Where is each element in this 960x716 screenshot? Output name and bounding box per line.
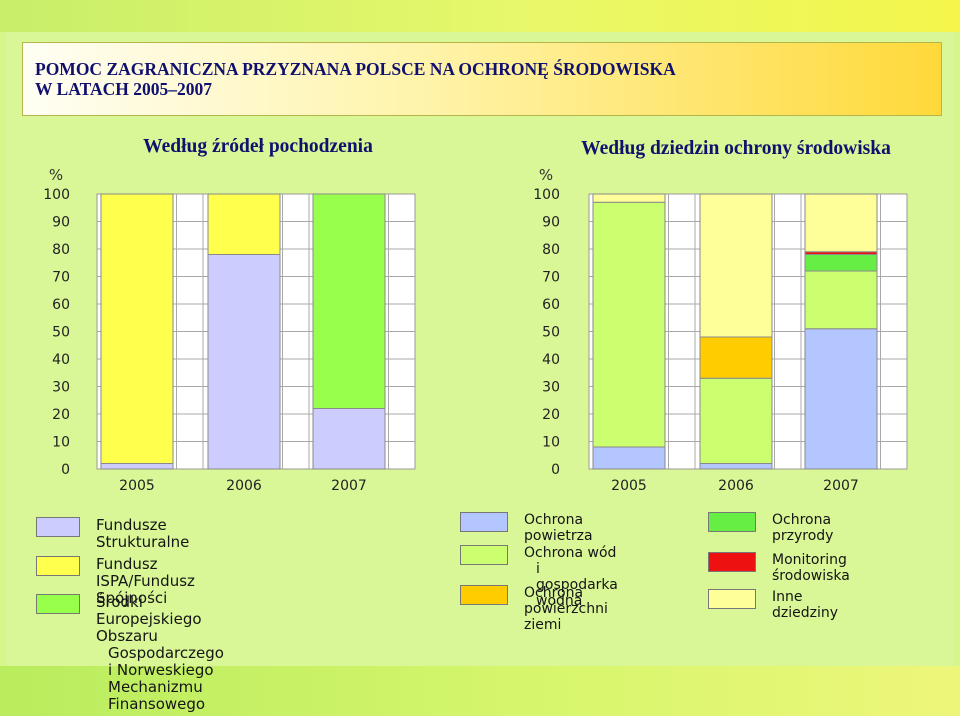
legend-swatch [460,545,508,565]
chart2-bar-2007-ochrona-wod-i-gospodarka-wodna [804,270,878,330]
chart1-bar-2007-srodki-europejskiego-obszaru-gospodarczego-i-norweskiego-mechanizmu-finansowego [312,193,386,409]
chart2-ytick-label: 50 [542,325,560,341]
chart1-xtick-2006: 2006 [226,478,262,494]
title-box: POMOC ZAGRANICZNA PRZYZNANA POLSCE NA OC… [22,42,942,116]
legend-item-fundusze-strukturalne: Fundusze Strukturalne [36,517,189,551]
chart1-xtick-2005: 2005 [119,478,155,494]
legend-label: Fundusze Strukturalne [96,516,190,551]
legend-label: Ochrona powietrza [524,512,593,544]
chart2-bar-2007-inne-dziedziny [804,193,878,253]
chart2-ytick-label: 0 [551,462,560,478]
legend-swatch [708,589,756,609]
chart1-ytick-label: 40 [52,352,70,368]
title-line-2: W LATACH 2005–2007 [35,79,212,99]
chart2-ytick-label: 60 [542,297,560,313]
legend-swatch [36,517,80,537]
chart1-bar-2006-fundusze-strukturalne [207,254,281,470]
chart2-bar-2006-ochrona-wod-i-gospodarka-wodna [699,377,773,464]
chart1-ytick-label: 100 [43,187,70,203]
chart1-ytick-label: 30 [52,380,70,396]
legend-label: Monitoring środowiska [772,552,850,584]
legend-swatch [708,552,756,572]
chart1-bar-2006-fundusz-ispa-fundusz-spojnosci [207,193,281,255]
legend-label: Ochrona wód i gospodarka wodna [524,545,618,609]
legend-swatch [36,594,80,614]
legend-swatch [708,512,756,532]
chart2-title: Według dziedzin ochrony środowiska [581,138,891,159]
legend-swatch [36,556,80,576]
legend-swatch [460,512,508,532]
chart2-xtick-2006: 2006 [718,478,754,494]
chart2-bar-2006-inne-dziedziny [699,193,773,338]
top-band [0,0,960,32]
chart2-ytick-label: 20 [542,407,560,423]
chart2-ytick-label: 90 [542,215,560,231]
chart1-xtick-2007: 2007 [331,478,367,494]
chart2-bar-2006-ochrona-powierzchni-ziemi [699,336,773,379]
chart1-ytick-label: 90 [52,215,70,231]
chart2-bar-2005-ochrona-wod-i-gospodarka-wodna [592,201,666,448]
chart2-bar-2005-ochrona-powietrza [592,446,666,470]
bottom-band [0,666,960,716]
chart1-ytick-label: 70 [52,270,70,286]
chart2-ytick-label: 70 [542,270,560,286]
legend-label: Inne dziedziny [772,589,839,621]
chart2-xtick-2007: 2007 [823,478,859,494]
legend-item-srodki-europejskiego-obszaru-gospodarczego-i-norweskiego-mechanizmu-finansowego: Środki Europejskiego Obszaru Gospodarczeg… [36,594,224,713]
chart1-ytick-label: 0 [61,462,70,478]
legend-item-ochrona-przyrody: Ochrona przyrody [708,512,833,544]
legend-item-monitoring-srodowiska: Monitoring środowiska [708,552,850,584]
chart1-bar-2005-fundusze-strukturalne [100,463,174,470]
legend-item-inne-dziedziny: Inne dziedziny [708,589,838,621]
legend-item-ochrona-powietrza: Ochrona powietrza [460,512,593,544]
chart2-bar-2006-ochrona-powietrza [699,463,773,470]
chart2-ytick-label: 80 [542,242,560,258]
chart2-bar-2005-inne-dziedziny [592,193,666,203]
chart2-ytick-label: 30 [542,380,560,396]
chart2-ytick-label: 40 [542,352,560,368]
chart1-title: Według źródeł pochodzenia [143,136,373,157]
legend-label: Ochrona przyrody [772,512,834,544]
legend-label: Fundusz ISPA/Fundusz Spójności [96,555,195,607]
chart1-ytick-label: 60 [52,297,70,313]
chart1-ytick-label: 20 [52,407,70,423]
chart1-ytick-label: 80 [52,242,70,258]
chart1-bar-2007-fundusze-strukturalne [312,408,386,470]
chart2-unit-label: % [539,166,553,184]
chart2-bar-2007-ochrona-powietrza [804,328,878,470]
chart1-ytick-label: 10 [52,435,70,451]
chart1-bar-2005-fundusz-ispa-fundusz-spojnosci [100,193,174,464]
legend-item-fundusz-ispa-fundusz-spojnosci: Fundusz ISPA/Fundusz Spójności [36,556,195,607]
legend-item-ochrona-powierzchni-ziemi: Ochrona powierzchni ziemi [460,585,608,633]
title-line-1: POMOC ZAGRANICZNA PRZYZNANA POLSCE NA OC… [35,59,676,79]
chart2-ytick-label: 10 [542,435,560,451]
legend-label: Środki Europejskiego Obszaru Gospodarczeg… [96,593,224,713]
legend-swatch [460,585,508,605]
chart1-ytick-label: 50 [52,325,70,341]
chart2-xtick-2005: 2005 [611,478,647,494]
legend-label: Ochrona powierzchni ziemi [524,585,608,633]
legend-item-ochrona-wod-i-gospodarka-wodna: Ochrona wód i gospodarka wodna [460,545,618,609]
chart2-bar-2007-ochrona-przyrody [804,254,878,272]
chart2-ytick-label: 100 [533,187,560,203]
chart1-unit-label: % [49,166,63,184]
